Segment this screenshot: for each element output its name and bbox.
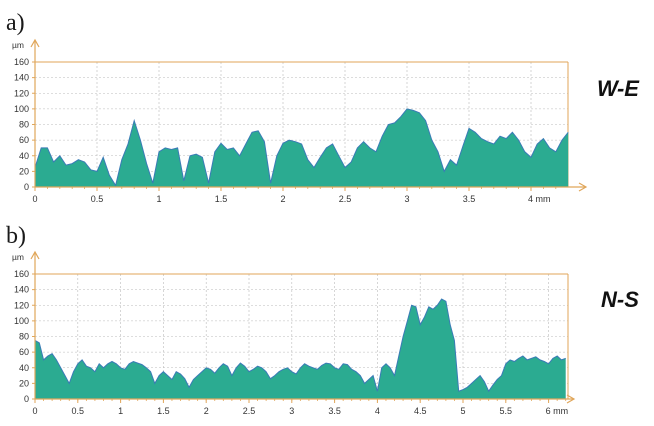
chart-panel-1: 0 20 40 60 80 100 120 140 160 0 0.5 1 1.5 2 2.5 3 3.5 4 4.… [6, 223, 639, 416]
y-tick-label: 120 [14, 300, 29, 310]
y-tick-label: 120 [14, 88, 29, 98]
y-tick-label: 20 [19, 378, 29, 388]
x-tick-label: 0 [32, 406, 37, 416]
y-tick-label: 0 [24, 394, 29, 404]
profile-area [35, 108, 569, 187]
x-tick-label: 3.5 [328, 406, 341, 416]
x-axis-arrow [566, 394, 576, 404]
y-tick-label: 100 [14, 316, 29, 326]
y-tick-label: 40 [19, 363, 29, 373]
panel-letter: b) [6, 223, 26, 249]
x-tick-label: 0 [32, 194, 37, 204]
y-tick-label: 160 [14, 57, 29, 67]
y-tick-label: 140 [14, 73, 29, 83]
profile-outline [34, 108, 569, 187]
profile-direction-label: N-S [601, 287, 639, 312]
x-tick-label: 1.5 [157, 406, 170, 416]
y-tick-label: 0 [24, 182, 29, 192]
x-tick-label: 5 [460, 406, 465, 416]
y-unit-label: µm [12, 252, 24, 262]
x-tick-label: 4.5 [414, 406, 427, 416]
x-tick-label: 0.5 [72, 406, 85, 416]
x-tick-label: 2.5 [243, 406, 256, 416]
x-tick-label: 5.5 [500, 406, 513, 416]
y-tick-label: 80 [19, 332, 29, 342]
y-tick-label: 60 [19, 347, 29, 357]
x-tick-label: 1 [156, 194, 161, 204]
y-axis-arrow [30, 38, 40, 48]
y-tick-label: 60 [19, 135, 29, 145]
profile-direction-label: W-E [597, 76, 640, 101]
x-tick-label: 1.5 [215, 194, 228, 204]
y-tick-label: 40 [19, 151, 29, 161]
x-tick-label: 0.5 [91, 194, 104, 204]
x-tick-label: 4 mm [528, 194, 551, 204]
x-tick-label: 3 [404, 194, 409, 204]
x-axis-arrow [578, 182, 588, 192]
profile-area [35, 299, 566, 399]
y-unit-label: µm [12, 40, 24, 50]
x-tick-label: 3 [289, 406, 294, 416]
chart-panel-0: 0 20 40 60 80 100 120 140 160 0 0.5 1 1.5 2 2.5 3 3.5 4 m… [6, 10, 640, 204]
y-tick-label: 20 [19, 166, 29, 176]
x-tick-label: 3.5 [463, 194, 476, 204]
panel-letter: a) [6, 10, 25, 36]
x-tick-label: 2.5 [339, 194, 352, 204]
y-tick-label: 140 [14, 285, 29, 295]
y-tick-label: 80 [19, 120, 29, 130]
x-tick-label: 1 [118, 406, 123, 416]
y-tick-label: 160 [14, 269, 29, 279]
x-tick-label: 2 [280, 194, 285, 204]
y-axis-arrow [30, 250, 40, 260]
x-tick-label: 4 [375, 406, 380, 416]
x-tick-label: 6 mm [546, 406, 569, 416]
x-tick-label: 2 [204, 406, 209, 416]
y-tick-label: 100 [14, 104, 29, 114]
profile-outline [34, 298, 566, 393]
